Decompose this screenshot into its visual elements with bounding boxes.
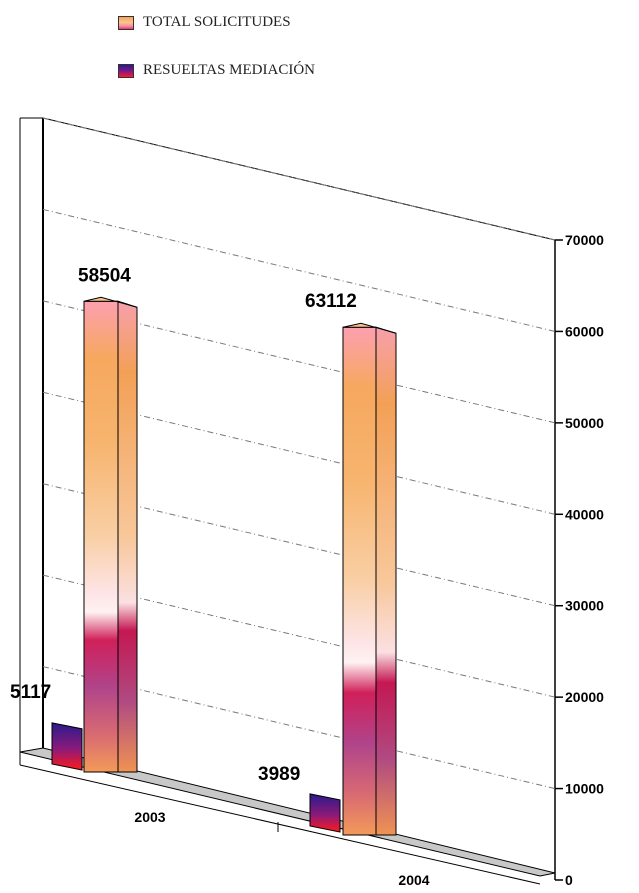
- value-label-resueltas: 5117: [10, 682, 51, 703]
- bar-total: [83, 300, 119, 773]
- bar-total-top: [342, 322, 397, 334]
- y-tick-label: 0: [565, 872, 573, 888]
- legend-swatch-total: [118, 15, 134, 30]
- value-label-total: 58504: [78, 265, 131, 286]
- bar-total-top: [83, 296, 138, 308]
- y-tick-label: 70000: [565, 232, 604, 248]
- bar-resueltas: [51, 722, 83, 771]
- y-tick-label: 60000: [565, 323, 604, 339]
- y-tick-label: 50000: [565, 415, 604, 431]
- floor-front-edge: [19, 764, 541, 885]
- bar-total: [342, 326, 377, 836]
- bar-resueltas: [309, 793, 341, 833]
- gridline: [42, 208, 556, 332]
- legend-item-total: TOTAL SOLICITUDES: [118, 14, 291, 31]
- y-tick-label: 30000: [565, 598, 604, 614]
- bar-total-side: [375, 326, 397, 836]
- bar-total-side: [117, 300, 138, 773]
- y-tick-label: 40000: [565, 506, 604, 522]
- value-label-total: 63112: [305, 291, 357, 312]
- value-label-resueltas: 3989: [258, 764, 300, 785]
- legend-swatch-resueltas: [118, 63, 134, 78]
- legend-item-resueltas: RESUELTAS MEDIACIÓN: [118, 62, 315, 79]
- x-category-label: 2004: [398, 872, 429, 888]
- y-tick-label: 20000: [565, 689, 604, 705]
- legend-label-resueltas: RESUELTAS MEDIACIÓN: [143, 62, 316, 78]
- gridline: [42, 117, 556, 241]
- y-tick-label: 10000: [565, 781, 604, 797]
- legend-label-total: TOTAL SOLICITUDES: [143, 14, 291, 30]
- x-category-label: 2003: [134, 809, 165, 825]
